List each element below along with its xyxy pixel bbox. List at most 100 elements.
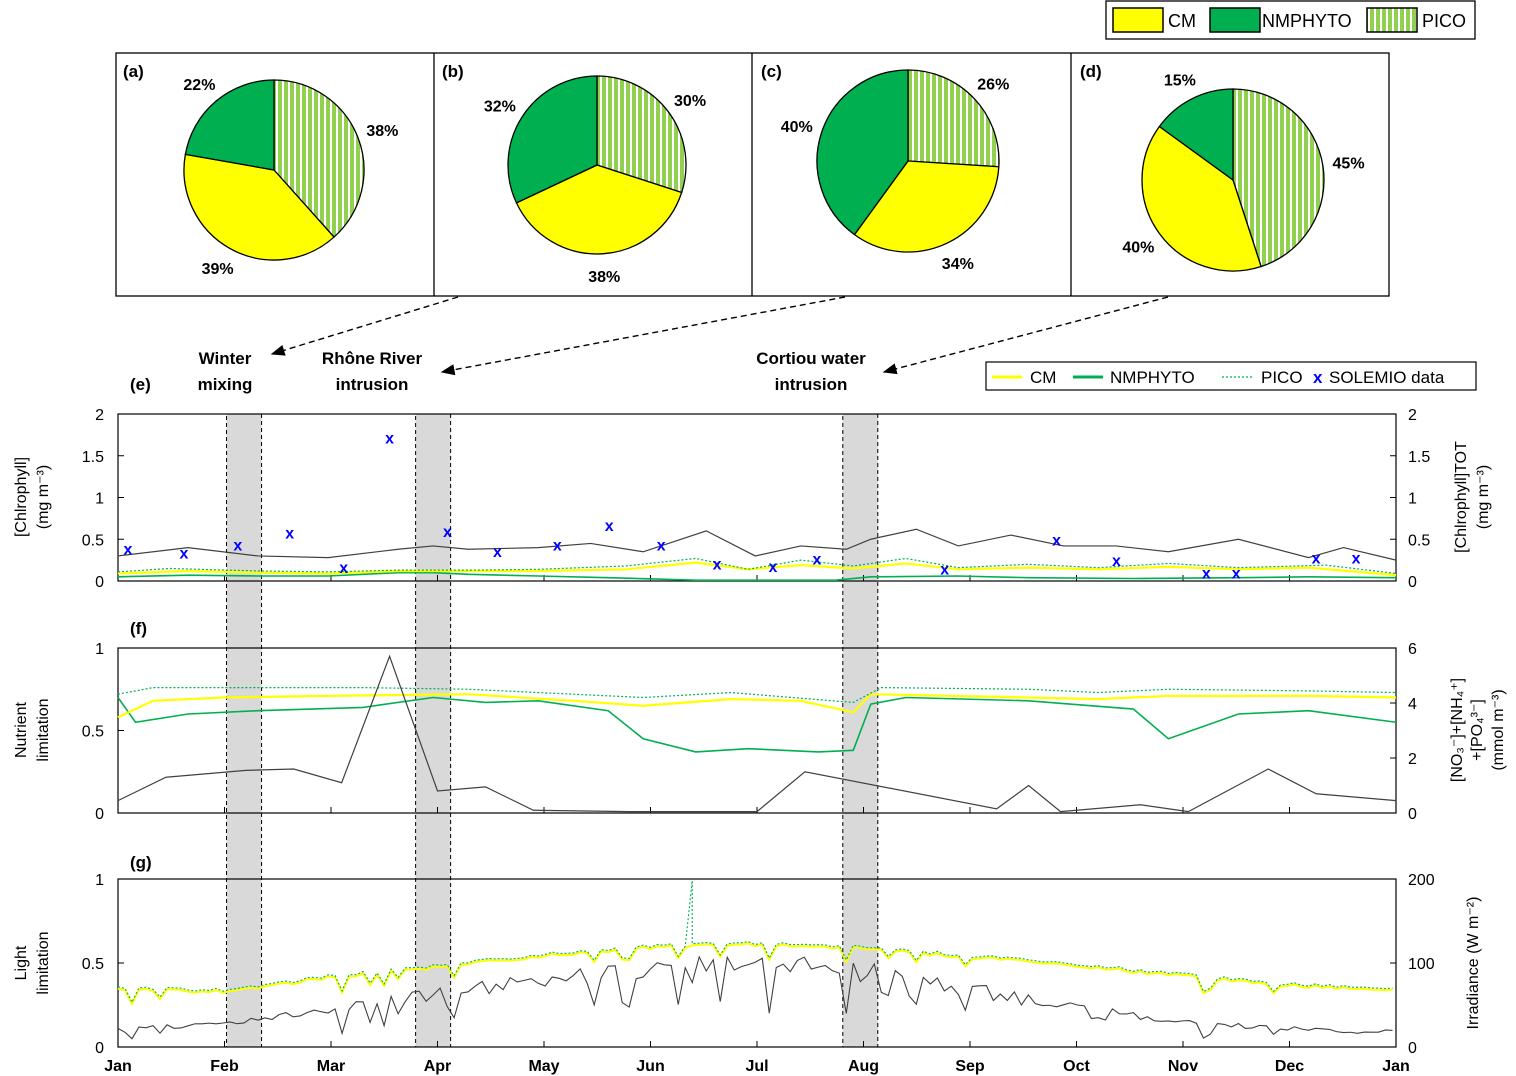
legend-label-pico: PICO bbox=[1422, 11, 1466, 31]
panel-label-d: (d) bbox=[1080, 62, 1102, 81]
pie-slice-pico bbox=[907, 69, 1000, 168]
event-shade bbox=[415, 413, 452, 1048]
solemio-point: x bbox=[657, 537, 666, 554]
month-label: Nov bbox=[1168, 1058, 1198, 1075]
tick-labels: 0 0.5 1 1.5 2 0 0.5 1 1.5 2 0 0.5 1 0 2 4 6 0 0.5 1 0 100 200 J… bbox=[82, 407, 1435, 1075]
series-cm bbox=[117, 561, 1397, 577]
pie-label-nmphyto: 15% bbox=[1164, 72, 1196, 89]
pie-slice-pico bbox=[273, 79, 365, 238]
solemio-point: x bbox=[713, 556, 722, 573]
series-nmphyto bbox=[117, 942, 1393, 1006]
month-label: Oct bbox=[1063, 1058, 1090, 1075]
month-label: Jan bbox=[104, 1058, 132, 1075]
solemio-point: x bbox=[493, 544, 502, 561]
legend-label-nmphyto: NMPHYTO bbox=[1262, 11, 1352, 31]
right-tick-label: 0 bbox=[1408, 574, 1417, 591]
pie-label-pico: 26% bbox=[977, 77, 1009, 94]
line-legend: CM NMPHYTO PICO x SOLEMIO data bbox=[985, 361, 1477, 391]
left-tick-label: 0.5 bbox=[82, 724, 104, 741]
right-tick-label: 0.5 bbox=[1408, 532, 1430, 549]
solemio-point: x bbox=[605, 518, 614, 535]
pie-slice-nmphyto bbox=[184, 79, 275, 171]
series-tot bbox=[117, 528, 1397, 561]
g-left-title-2: limitation bbox=[35, 931, 52, 994]
pie-label-pico: 30% bbox=[674, 93, 706, 110]
solemio-point: x bbox=[1232, 566, 1241, 583]
f-right-title-3: (mmol m⁻³) bbox=[1490, 689, 1507, 770]
left-tick-label: 1 bbox=[95, 872, 104, 889]
series-cm bbox=[117, 693, 1397, 719]
solemio-point: x bbox=[940, 561, 949, 578]
month-label: Sep bbox=[955, 1058, 985, 1075]
f-left-title-2: limitation bbox=[35, 698, 52, 761]
right-tick-label: 1.5 bbox=[1408, 449, 1430, 466]
right-tick-label: 1 bbox=[1408, 491, 1417, 508]
pie-slice-nmphyto bbox=[816, 69, 909, 236]
solemio-point: x bbox=[1352, 551, 1361, 568]
right-tick-label: 200 bbox=[1408, 872, 1435, 889]
event-shade bbox=[226, 413, 263, 1048]
event-arrows bbox=[270, 296, 1169, 376]
pie-slice-pico bbox=[596, 75, 687, 194]
series-cm bbox=[117, 942, 1393, 1007]
solemio-point: x bbox=[553, 537, 562, 554]
plot-frame bbox=[117, 647, 1397, 814]
line-legend-label-solemio: SOLEMIO data bbox=[1329, 368, 1445, 387]
line-legend-label-pico: PICO bbox=[1261, 368, 1303, 387]
left-tick-label: 0 bbox=[95, 1040, 104, 1057]
e-right-title-2: (mg m⁻³) bbox=[1475, 465, 1492, 529]
pie-slice-nmphyto bbox=[507, 75, 598, 204]
month-label: Jul bbox=[745, 1058, 768, 1075]
solemio-point: x bbox=[1202, 566, 1211, 583]
pie-label-pico: 45% bbox=[1333, 155, 1365, 172]
series-pico bbox=[117, 880, 1393, 1004]
event-winter-line1: Winter bbox=[199, 349, 252, 368]
left-tick-label: 2 bbox=[95, 407, 104, 424]
solemio-point: x bbox=[385, 430, 394, 447]
solemio-point: x bbox=[443, 524, 452, 541]
pie-label-nmphyto: 32% bbox=[484, 99, 516, 116]
right-tick-label: 6 bbox=[1408, 641, 1417, 658]
panel-label-a: (a) bbox=[123, 62, 144, 81]
g-left-title-1: Light bbox=[13, 945, 30, 980]
f-right-title-2: +[PO₄³⁻] bbox=[1469, 699, 1486, 761]
e-left-title-1: [Chlrophyll] bbox=[13, 457, 30, 537]
pie-label-pico: 38% bbox=[366, 123, 398, 140]
pie-slice-cm bbox=[515, 164, 683, 255]
solemio-point: x bbox=[233, 537, 242, 554]
series-irradiance bbox=[117, 955, 1393, 1040]
right-tick-label: 0 bbox=[1408, 806, 1417, 823]
pie-label-cm: 40% bbox=[1122, 239, 1154, 256]
right-tick-label: 4 bbox=[1408, 696, 1417, 713]
event-cortiou-line1: Cortiou water bbox=[756, 349, 866, 368]
panel-label-b: (b) bbox=[442, 62, 464, 81]
f-left-title-1: Nutrient bbox=[13, 701, 30, 758]
left-tick-label: 1 bbox=[95, 641, 104, 658]
e-right-title-1: [Chlrophyll]TOT bbox=[1453, 441, 1470, 553]
left-tick-label: 0.5 bbox=[82, 532, 104, 549]
month-label: Dec bbox=[1275, 1058, 1304, 1075]
month-label: Feb bbox=[210, 1058, 239, 1075]
legend-swatch-nmphyto bbox=[1209, 7, 1261, 33]
left-tick-label: 1.5 bbox=[82, 449, 104, 466]
pie-panels: (a) (b) (c) (d) 38% 39% 22% 30% 38% 32% 26% 34%… bbox=[115, 52, 1390, 297]
solemio-point: x bbox=[812, 551, 821, 568]
month-label: Mar bbox=[317, 1058, 345, 1075]
series-nmphyto bbox=[117, 571, 1397, 581]
axis-titles: [Chlrophyll] (mg m⁻³) [Chlrophyll]TOT (m… bbox=[13, 441, 1507, 1030]
solemio-point: x bbox=[179, 546, 188, 563]
g-right-title-1: Irradiance (W m⁻²) bbox=[1465, 897, 1482, 1030]
event-rhone-line1: Rhône River bbox=[322, 349, 423, 368]
right-tick-label: 2 bbox=[1408, 751, 1417, 768]
line-legend-label-nmphyto: NMPHYTO bbox=[1110, 368, 1195, 387]
pie-slice-cm bbox=[183, 153, 335, 261]
series-nutrients bbox=[117, 654, 1397, 813]
e-left-title-2: (mg m⁻³) bbox=[35, 465, 52, 529]
line-plots: x x x x x x x x x x x x x x x x x x x x x bbox=[117, 413, 1397, 1048]
left-tick-label: 0 bbox=[95, 806, 104, 823]
left-tick-label: 1 bbox=[95, 491, 104, 508]
panel-label-e: (e) bbox=[130, 375, 151, 394]
pie-label-cm: 39% bbox=[202, 261, 234, 278]
event-winter-line2: mixing bbox=[198, 375, 253, 394]
